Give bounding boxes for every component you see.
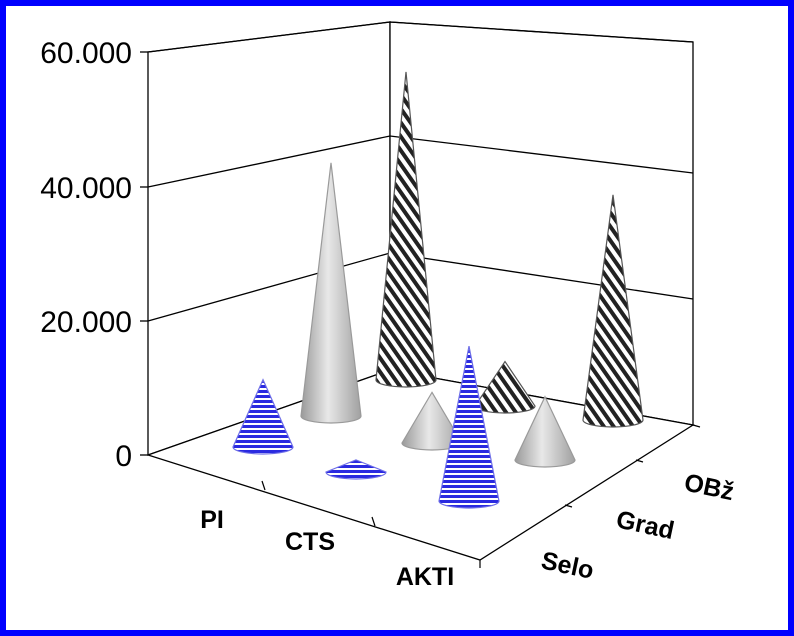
gridline-60000 xyxy=(147,21,694,53)
depth-tick-label-obz: OBž xyxy=(682,468,737,506)
cone-grad-pi xyxy=(300,162,362,424)
x-tick-label-cts: CTS xyxy=(285,528,335,556)
depth-tick-label-selo: Selo xyxy=(539,546,596,584)
y-tick-label: 20.000 xyxy=(40,306,132,339)
depth-tick-label-grad: Grad xyxy=(614,505,677,545)
cone-selo-cts xyxy=(325,459,387,480)
y-tick-label: 40.000 xyxy=(40,172,132,205)
x-tick-label-akti: AKTI xyxy=(396,563,454,591)
cone-selo-akti xyxy=(438,346,500,509)
y-tick-label: 0 xyxy=(115,440,132,473)
gridline-40000 xyxy=(147,135,694,188)
cones xyxy=(232,71,644,509)
cone-grad-akti xyxy=(514,395,576,468)
cone-chart-3d: 0 20.000 40.000 60.000 PI CTS AKTI Selo … xyxy=(40,21,737,591)
cone-obž-pi xyxy=(375,71,437,388)
cone-selo-pi xyxy=(232,378,294,455)
x-axis: PI CTS AKTI xyxy=(200,480,481,591)
right-wall xyxy=(389,21,694,426)
chart-frame: 0 20.000 40.000 60.000 PI CTS AKTI Selo … xyxy=(6,6,788,630)
y-axis: 0 20.000 40.000 60.000 xyxy=(40,37,148,473)
y-tick-label: 60.000 xyxy=(40,37,132,70)
x-tick-label-pi: PI xyxy=(200,506,224,534)
cone-obž-akti xyxy=(582,194,644,428)
